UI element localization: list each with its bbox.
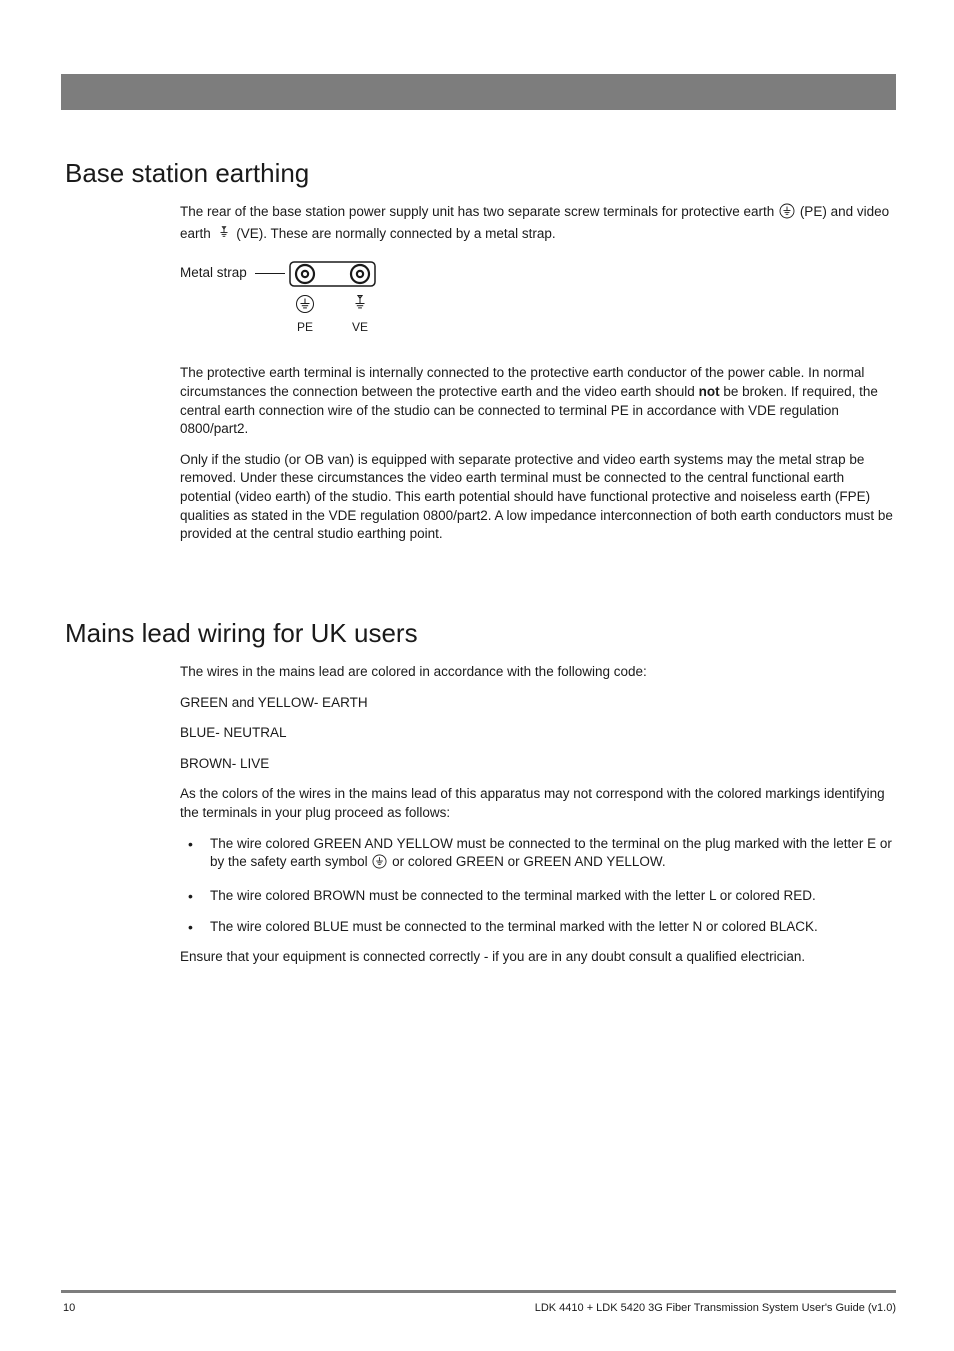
footer-title: LDK 4410 + LDK 5420 3G Fiber Transmissio… [535, 1302, 896, 1314]
header-bar [61, 74, 896, 110]
earth-symbol-icon [372, 854, 387, 875]
section2-p2: As the colors of the wires in the mains … [180, 785, 896, 822]
diagram-callout-line [255, 273, 285, 274]
strap-terminals-icon: PE VE [287, 258, 379, 336]
b1-post: or colored GREEN or GREEN AND YELLOW. [388, 854, 665, 869]
section1-p3: Only if the studio (or OB van) is equipp… [180, 451, 896, 544]
section-heading-earthing: Base station earthing [65, 158, 896, 189]
section2-p3: Ensure that your equipment is connected … [180, 948, 896, 967]
metal-strap-diagram: Metal strap [180, 258, 896, 336]
bullet-green-yellow: The wire colored GREEN AND YELLOW must b… [180, 835, 896, 875]
section1-p2: The protective earth terminal is interna… [180, 364, 896, 439]
page-number: 10 [63, 1302, 75, 1314]
page-content: Base station earthing The rear of the ba… [65, 158, 896, 979]
code-green: GREEN and YELLOW- EARTH [180, 694, 896, 713]
intro-text-post: (VE). These are normally connected by a … [233, 226, 556, 241]
metal-strap-label: Metal strap [180, 258, 247, 280]
svg-text:PE: PE [297, 320, 313, 334]
wiring-bullets: The wire colored GREEN AND YELLOW must b… [180, 835, 896, 937]
code-blue: BLUE- NEUTRAL [180, 724, 896, 743]
pe-earth-icon [779, 203, 795, 225]
page-footer: 10 LDK 4410 + LDK 5420 3G Fiber Transmis… [63, 1302, 896, 1314]
section2-p1: The wires in the mains lead are colored … [180, 663, 896, 682]
bullet-brown: The wire colored BROWN must be connected… [180, 887, 896, 906]
code-brown: BROWN- LIVE [180, 755, 896, 774]
ve-earth-icon [216, 225, 232, 247]
svg-text:VE: VE [352, 320, 368, 334]
section2-body: The wires in the mains lead are colored … [180, 663, 896, 967]
section1-body2: The protective earth terminal is interna… [180, 364, 896, 544]
section-heading-mains: Mains lead wiring for UK users [65, 618, 896, 649]
bullet-blue: The wire colored BLUE must be connected … [180, 918, 896, 937]
footer-rule [61, 1290, 896, 1293]
section1-intro: The rear of the base station power suppl… [180, 203, 896, 246]
intro-text-pre: The rear of the base station power suppl… [180, 204, 778, 219]
section1-body: The rear of the base station power suppl… [180, 203, 896, 246]
